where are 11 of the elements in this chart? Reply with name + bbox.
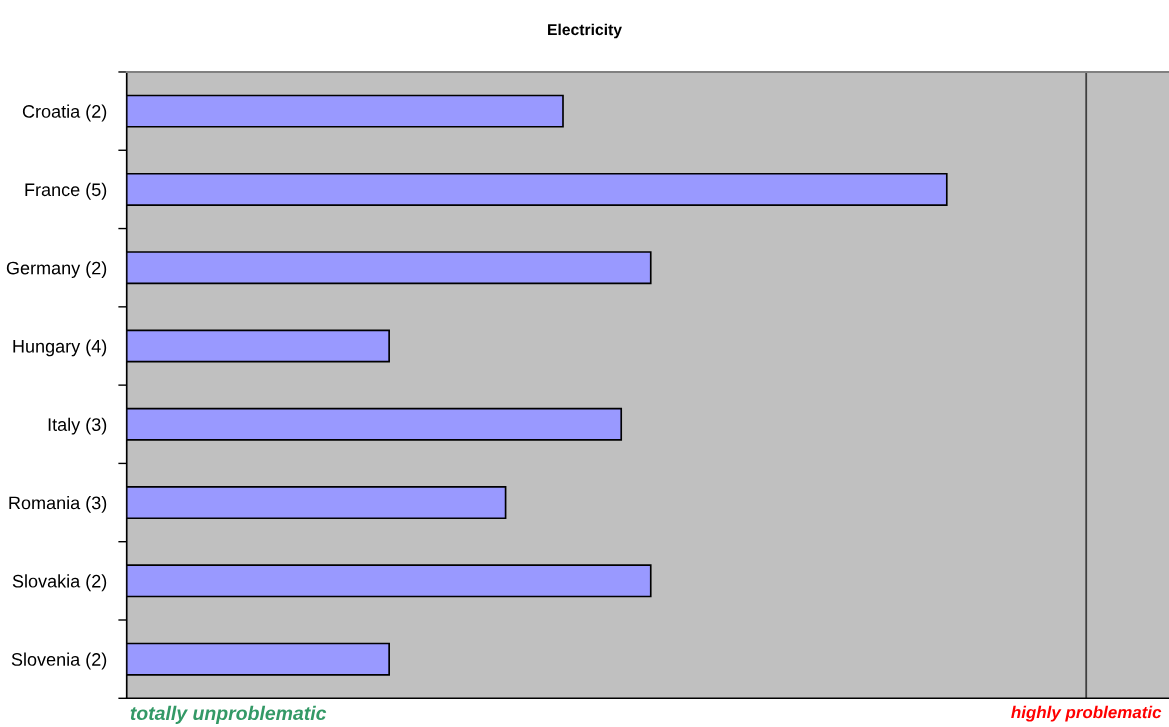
y-tick-label: Slovenia (2) — [11, 652, 107, 670]
chart-title: Electricity — [548, 23, 622, 39]
y-tick-label: Slovakia (2) — [12, 574, 107, 592]
y-tick-label: France (5) — [25, 182, 107, 200]
y-tick-label: Croatia (2) — [22, 104, 107, 122]
y-tick-label: Germany (2) — [6, 261, 107, 278]
ref-line-label: highly problematic — [1011, 705, 1162, 722]
y-tick-label: Italy (3) — [48, 417, 107, 435]
text: totally unproblematic — [130, 705, 327, 724]
y-tick-label: Hungary (4) — [13, 339, 107, 357]
y-tick-label: Romania (3) — [9, 496, 107, 513]
